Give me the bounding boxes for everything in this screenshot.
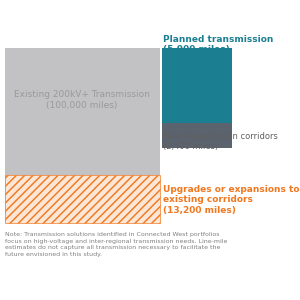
- Text: Planned transmission
(5,900 miles): Planned transmission (5,900 miles): [163, 35, 273, 54]
- Bar: [5, 175, 160, 223]
- Text: New transmission corridors
(2,400 miles): New transmission corridors (2,400 miles): [163, 132, 278, 152]
- Bar: [162, 48, 232, 123]
- Bar: [5, 175, 160, 223]
- Bar: [5, 175, 160, 223]
- Bar: [162, 123, 232, 148]
- Text: Existing 200kV+ Transmission
(100,000 miles): Existing 200kV+ Transmission (100,000 mi…: [14, 90, 150, 110]
- Bar: [5, 48, 160, 223]
- Text: Note: Transmission solutions identified in Connected West portfolios
focus on hi: Note: Transmission solutions identified …: [5, 232, 227, 257]
- Text: Upgrades or expansions to
existing corridors
(13,200 miles): Upgrades or expansions to existing corri…: [163, 185, 299, 215]
